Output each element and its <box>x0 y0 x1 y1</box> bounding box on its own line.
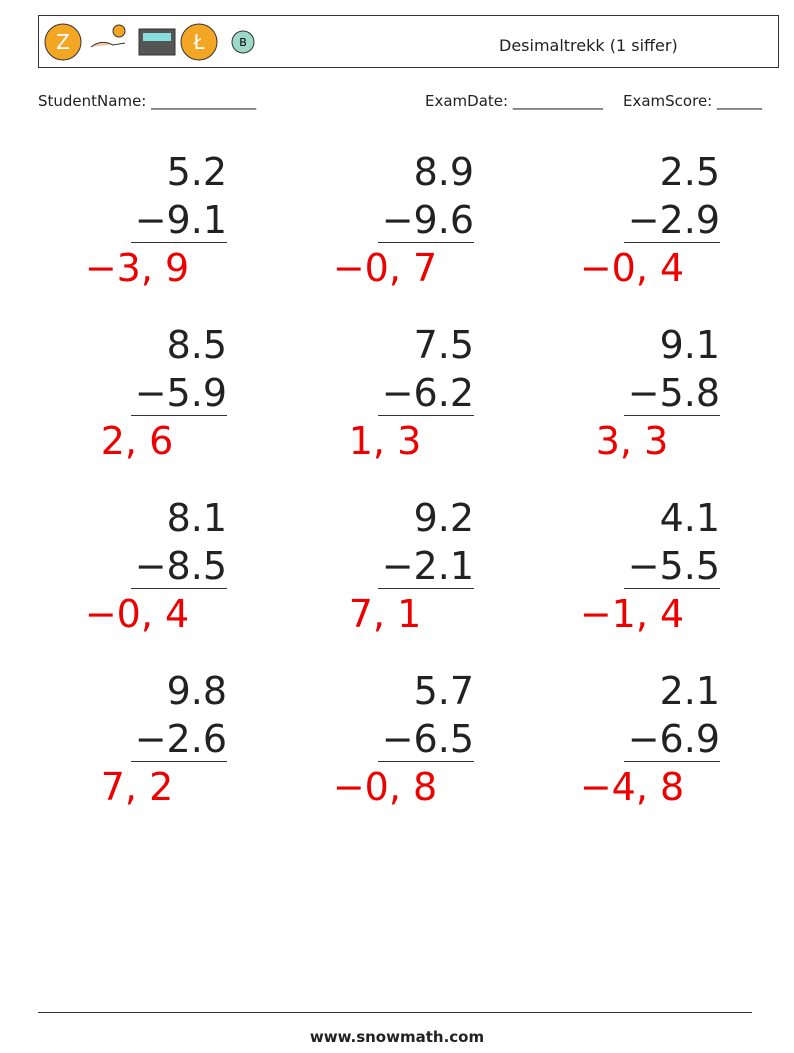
bottom-number-text: −9.6 <box>377 198 474 243</box>
bottom-number: −2.1 <box>314 544 474 589</box>
bottom-number-text: −6.9 <box>623 717 720 762</box>
bottom-number-text: −2.9 <box>623 198 720 243</box>
header-box: Z Ł B Desimaltrekk (1 siffer) <box>38 15 779 68</box>
bottom-number-text: −5.9 <box>130 371 227 416</box>
top-number: 2.1 <box>659 669 720 713</box>
top-number: 8.5 <box>166 323 227 367</box>
top-number: 4.1 <box>659 496 720 540</box>
answer: −0, 8 <box>332 765 438 809</box>
top-number: 9.8 <box>166 669 227 713</box>
bottom-number: −6.5 <box>314 717 474 762</box>
svg-text:Ł: Ł <box>192 30 205 54</box>
bottom-number: −2.9 <box>560 198 720 243</box>
answer: −0, 4 <box>84 592 190 636</box>
svg-text:Z: Z <box>56 30 70 54</box>
bottom-number-text: −6.2 <box>377 371 474 416</box>
exam-date: ExamDate: ____________ <box>425 92 603 110</box>
title: Desimaltrekk (1 siffer) <box>499 36 678 55</box>
answer: −1, 4 <box>579 592 685 636</box>
top-number: 9.2 <box>413 496 474 540</box>
bottom-number: −8.5 <box>67 544 227 589</box>
bottom-number: −9.6 <box>314 198 474 243</box>
answer: −0, 7 <box>332 246 438 290</box>
answer: −0, 4 <box>579 246 685 290</box>
answer: 1, 3 <box>348 419 422 463</box>
bottom-number: −6.9 <box>560 717 720 762</box>
bottom-number-text: −5.5 <box>623 544 720 589</box>
top-number: 5.2 <box>166 150 227 194</box>
bottom-number: −5.5 <box>560 544 720 589</box>
svg-text:B: B <box>239 36 247 49</box>
bottom-number-text: −9.1 <box>130 198 227 243</box>
footer-rule <box>38 1012 752 1013</box>
header-icons: Z Ł B <box>44 23 255 61</box>
top-number: 8.9 <box>413 150 474 194</box>
top-number: 7.5 <box>413 323 474 367</box>
bottom-number: −6.2 <box>314 371 474 416</box>
bottom-number: −5.8 <box>560 371 720 416</box>
answer: 2, 6 <box>100 419 174 463</box>
top-number: 5.7 <box>413 669 474 713</box>
top-number: 8.1 <box>166 496 227 540</box>
answer: −4, 8 <box>579 765 685 809</box>
answer: −3, 9 <box>84 246 190 290</box>
top-number: 2.5 <box>659 150 720 194</box>
answer: 3, 3 <box>595 419 669 463</box>
footer-site: www.snowmath.com <box>309 1028 485 1046</box>
bottom-number: −5.9 <box>67 371 227 416</box>
bottom-number-text: −6.5 <box>377 717 474 762</box>
student-name: StudentName: ______________ <box>38 92 257 110</box>
answer: 7, 2 <box>100 765 174 809</box>
bottom-number-text: −2.6 <box>130 717 227 762</box>
answer: 7, 1 <box>348 592 422 636</box>
bottom-number-text: −5.8 <box>623 371 720 416</box>
bottom-number-text: −2.1 <box>377 544 474 589</box>
bottom-number: −2.6 <box>67 717 227 762</box>
top-number: 9.1 <box>659 323 720 367</box>
exam-score: ExamScore: ______ <box>623 92 762 110</box>
bottom-number-text: −8.5 <box>130 544 227 589</box>
bottom-number: −9.1 <box>67 198 227 243</box>
